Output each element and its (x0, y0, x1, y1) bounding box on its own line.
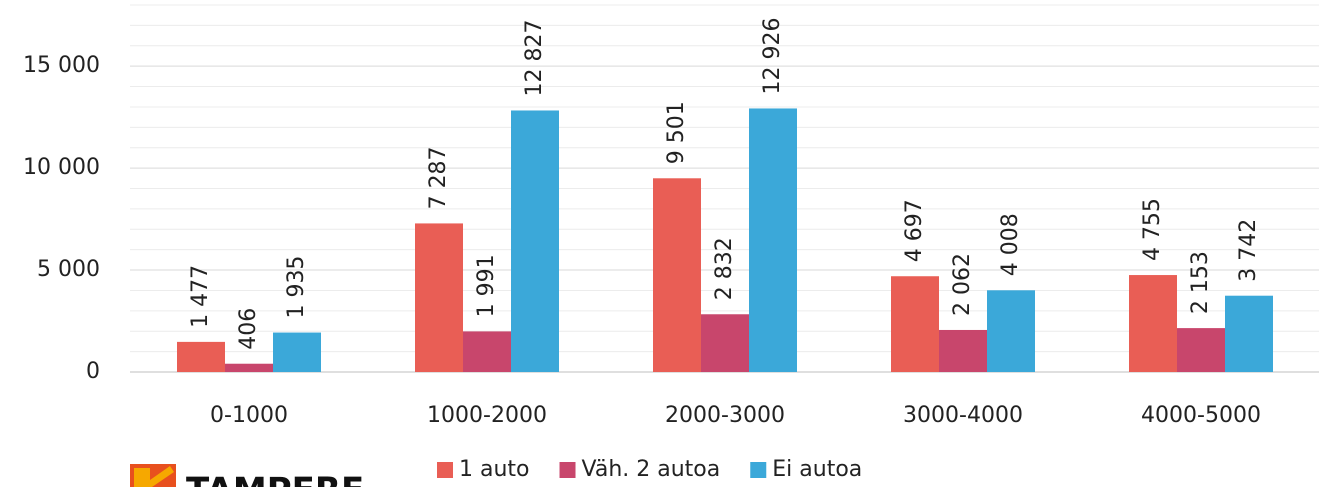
data-label: 2 062 (950, 253, 975, 316)
x-tick-label: 2000-3000 (665, 403, 785, 428)
data-label: 9 501 (664, 101, 689, 164)
bar (987, 290, 1035, 372)
bar (653, 178, 701, 372)
data-label: 7 287 (426, 146, 451, 209)
x-tick-label: 0-1000 (210, 403, 288, 428)
bar (939, 329, 987, 372)
data-label: 1 477 (188, 265, 213, 328)
data-label: 3 742 (1236, 219, 1261, 282)
data-label: 2 153 (1188, 251, 1213, 314)
legend-swatch (750, 462, 767, 478)
legend-label: 1 auto (459, 457, 530, 482)
bar (225, 363, 273, 372)
logo-text: TAMPERE (186, 471, 364, 487)
bar (1177, 328, 1225, 372)
data-label: 12 827 (522, 19, 547, 96)
bar (891, 276, 939, 372)
bar (463, 331, 511, 372)
bar (1129, 275, 1177, 372)
y-tick-label: 15 000 (23, 53, 100, 78)
y-tick-label: 5 000 (37, 257, 100, 282)
bar (273, 332, 321, 372)
bar (701, 314, 749, 372)
bar (511, 110, 559, 372)
data-label: 1 935 (284, 256, 309, 319)
y-tick-label: 10 000 (23, 155, 100, 180)
bar (415, 223, 463, 372)
bar (1225, 295, 1273, 372)
data-label: 2 832 (712, 237, 737, 300)
y-tick-label: 0 (86, 359, 100, 384)
data-label: 12 926 (760, 17, 785, 94)
legend-label: Ei autoa (772, 457, 862, 482)
legend-swatch (437, 462, 453, 478)
x-tick-label: 4000-5000 (1141, 403, 1261, 428)
data-label: 406 (236, 308, 261, 350)
logo-icon (130, 464, 176, 487)
bar (749, 108, 797, 373)
legend-swatch (559, 462, 576, 478)
x-tick-label: 3000-4000 (903, 403, 1023, 428)
data-label: 4 697 (902, 199, 927, 262)
data-label: 4 755 (1140, 198, 1165, 261)
data-label: 4 008 (998, 213, 1023, 276)
data-label: 1 991 (474, 254, 499, 317)
legend-label: Väh. 2 autoa (582, 457, 721, 482)
bar (177, 341, 225, 372)
x-tick-label: 1000-2000 (427, 403, 547, 428)
